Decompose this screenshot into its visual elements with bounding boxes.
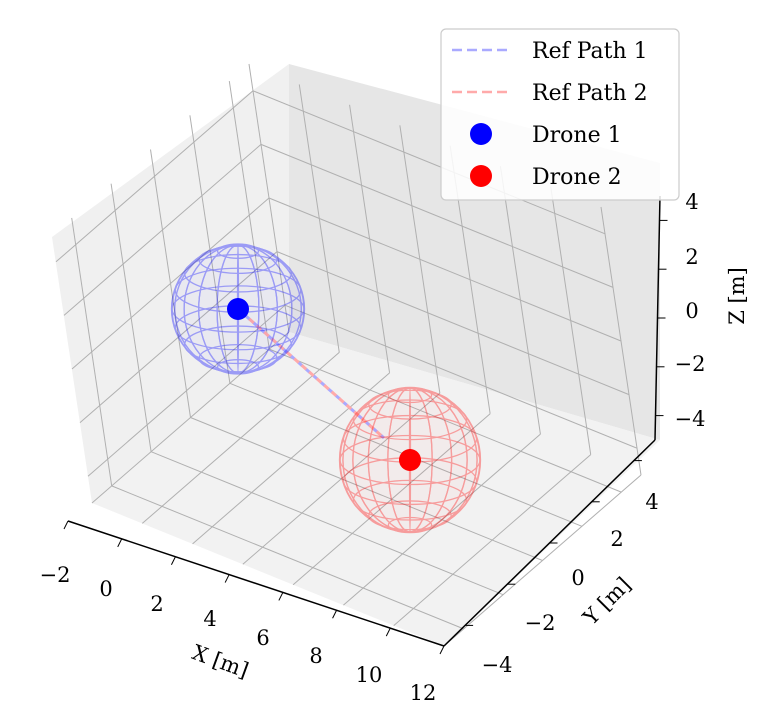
x-tick-mark (332, 610, 338, 619)
ref-paths (237, 307, 385, 440)
x-tick-label: 4 (203, 607, 216, 631)
sphere-drone-1 (170, 243, 306, 375)
legend-label-drone-2: Drone 2 (532, 165, 622, 190)
y-tick-labels: −4 −2 0 2 4 (482, 490, 659, 677)
x-tick-label: 8 (309, 644, 322, 668)
grid-line-y-floor (190, 417, 543, 561)
z-axis-label: Z [m] (725, 267, 749, 325)
x-axis-line (67, 520, 445, 647)
x-tick-mark (278, 592, 284, 601)
x-tick-mark (439, 645, 445, 655)
grid-line-z-left (87, 304, 286, 477)
grid-line-z-left (55, 90, 254, 263)
x-tick-mark (170, 556, 176, 565)
grid-line-z-back (276, 251, 630, 396)
y-tick-label: −4 (482, 653, 513, 677)
drone-markers (227, 298, 421, 471)
z-tick-label: −4 (675, 407, 706, 431)
drone-2-marker (399, 449, 421, 471)
x-tick-label: −2 (40, 563, 71, 587)
legend-frame (440, 28, 680, 201)
grid-line-z-back (284, 304, 638, 449)
y-tick-label: 4 (645, 490, 658, 514)
legend: Ref Path 1 Ref Path 2 Drone 1 Drone 2 (440, 28, 680, 201)
y-tick-label: −2 (525, 611, 556, 635)
grid-line-z-back (260, 143, 614, 288)
x-tick-labels: −2 0 2 4 6 8 10 12 (40, 563, 437, 705)
z-tick-label: 4 (685, 190, 698, 214)
legend-label-ref-path-1: Ref Path 1 (532, 39, 648, 64)
grid-line-z-back (268, 197, 622, 342)
sphere-wireframes (170, 243, 482, 534)
legend-swatch-drone-1 (470, 123, 492, 145)
z-tick-label: −2 (675, 352, 706, 376)
sphere-drone-2 (338, 386, 482, 534)
x-tick-mark (63, 520, 69, 530)
grid-line-z-left (79, 251, 278, 423)
ref-path-2 (237, 307, 385, 440)
x-tick-label: 10 (356, 663, 383, 687)
z-tick-labels: −4 −2 0 2 4 (675, 190, 706, 431)
pane-floor (92, 332, 660, 646)
z-tick-label: 0 (685, 299, 698, 323)
y-axis-label: Y [m] (578, 572, 636, 630)
legend-label-drone-1: Drone 1 (532, 123, 622, 148)
x-tick-label: 2 (150, 592, 163, 616)
grid-line-y-floor (269, 348, 622, 493)
x-tick-mark (224, 574, 230, 583)
y-tick-label: 0 (571, 566, 584, 590)
axis-lines (63, 195, 668, 655)
x-tick-label: 12 (410, 681, 437, 705)
legend-swatch-drone-2 (470, 165, 492, 187)
x-tick-mark (385, 627, 391, 637)
grid-line-z-left (71, 197, 270, 370)
x-axis-label: X [m] (189, 640, 252, 682)
y-tick-label: 2 (610, 527, 623, 551)
ref-path-1 (237, 307, 385, 440)
x-tick-mark (117, 538, 123, 548)
grid-line-y-floor (111, 485, 464, 630)
grid-line-z-back (252, 90, 606, 235)
grid-line-y-floor (150, 451, 504, 596)
legend-label-ref-path-2: Ref Path 2 (532, 81, 648, 106)
x-tick-label: 6 (256, 626, 269, 650)
drone-1-marker (227, 298, 249, 320)
x-tick-label: 0 (99, 577, 112, 601)
grid-line-z-left (63, 144, 262, 316)
z-tick-label: 2 (685, 245, 698, 269)
